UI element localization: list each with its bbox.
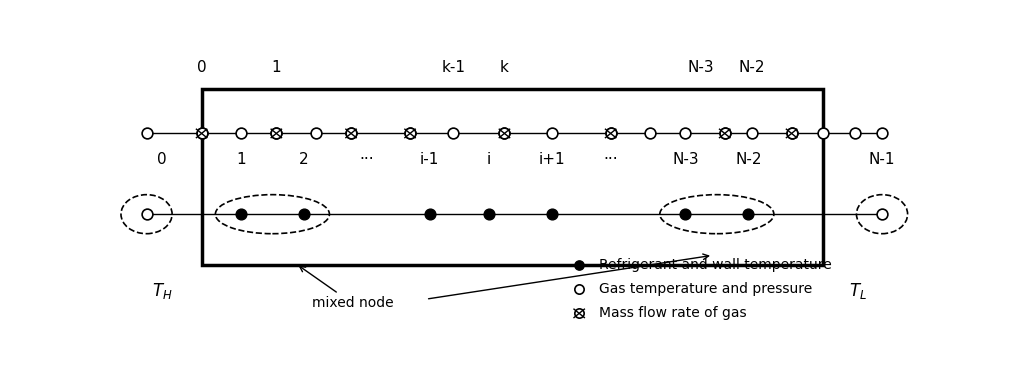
Text: 0: 0 — [157, 152, 167, 167]
Point — [402, 131, 418, 137]
Text: ···: ··· — [359, 152, 375, 167]
Point — [784, 131, 800, 137]
Bar — [202, 89, 823, 265]
Point — [571, 311, 588, 316]
Point — [421, 211, 437, 217]
Point — [343, 131, 359, 137]
Text: Mass flow rate of gas: Mass flow rate of gas — [599, 306, 746, 321]
Text: N-1: N-1 — [869, 152, 895, 167]
Point — [496, 131, 513, 137]
Point — [194, 131, 210, 137]
Point — [874, 131, 890, 137]
Point — [717, 131, 733, 137]
Point — [815, 131, 831, 137]
Point — [717, 131, 733, 137]
Point — [138, 131, 154, 137]
Point — [496, 131, 513, 137]
Point — [744, 131, 760, 137]
Point — [194, 131, 210, 137]
Text: ···: ··· — [603, 152, 618, 167]
Point — [641, 131, 658, 137]
Point — [138, 211, 154, 217]
Point — [446, 131, 462, 137]
Text: Gas temperature and pressure: Gas temperature and pressure — [599, 282, 812, 296]
Text: 0: 0 — [197, 60, 206, 75]
Point — [874, 211, 890, 217]
Text: k-1: k-1 — [442, 60, 465, 75]
Text: 1: 1 — [272, 60, 281, 75]
Point — [571, 286, 588, 292]
Text: $T_L$: $T_L$ — [850, 281, 868, 301]
Text: $T_H$: $T_H$ — [152, 281, 173, 301]
Point — [571, 262, 588, 268]
Point — [232, 211, 249, 217]
Point — [295, 211, 312, 217]
Point — [343, 131, 359, 137]
Point — [847, 131, 863, 137]
Point — [232, 131, 249, 137]
Point — [677, 131, 693, 137]
Point — [740, 211, 756, 217]
Point — [481, 211, 497, 217]
Point — [603, 131, 619, 137]
Text: mixed node: mixed node — [299, 266, 394, 311]
Text: N-3: N-3 — [672, 152, 698, 167]
Text: k: k — [500, 60, 509, 75]
Point — [268, 131, 284, 137]
Point — [544, 211, 560, 217]
Point — [603, 131, 619, 137]
Point — [677, 211, 693, 217]
Text: Refrigerant and wall temperature: Refrigerant and wall temperature — [599, 258, 831, 272]
Text: i-1: i-1 — [420, 152, 439, 167]
Text: i: i — [486, 152, 491, 167]
Text: N-2: N-2 — [739, 60, 765, 75]
Text: N-2: N-2 — [735, 152, 761, 167]
Point — [402, 131, 418, 137]
Text: 1: 1 — [236, 152, 246, 167]
Point — [544, 131, 560, 137]
Point — [268, 131, 284, 137]
Text: i+1: i+1 — [538, 152, 565, 167]
Point — [308, 131, 324, 137]
Text: N-3: N-3 — [688, 60, 715, 75]
Text: 2: 2 — [299, 152, 309, 167]
Point — [784, 131, 800, 137]
